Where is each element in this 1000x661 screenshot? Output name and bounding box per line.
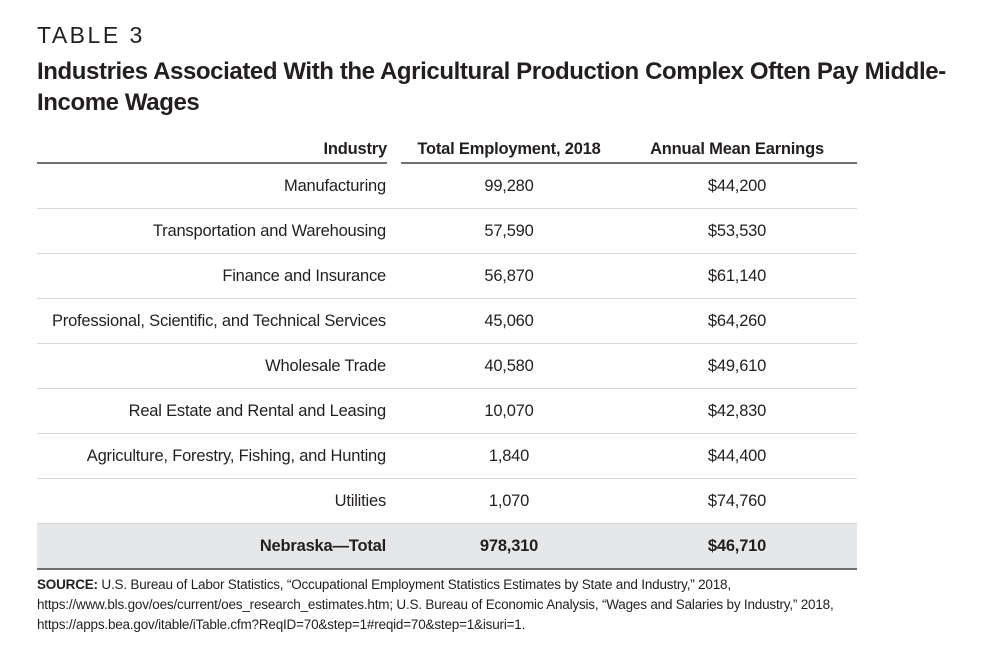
header-row: Industry Total Employment, 2018 Annual M… (37, 136, 857, 164)
header-industry: Industry (37, 136, 387, 164)
table-row: Professional, Scientific, and Technical … (37, 299, 857, 344)
employment-cell: 45,060 (401, 299, 617, 344)
employment-cell: 56,870 (401, 254, 617, 299)
industry-cell: Wholesale Trade (37, 344, 387, 389)
table-row: Finance and Insurance 56,870 $61,140 (37, 254, 857, 299)
earnings-cell: $46,710 (617, 524, 857, 570)
header-employment: Total Employment, 2018 (401, 136, 617, 164)
earnings-cell: $42,830 (617, 389, 857, 434)
table-row: Agriculture, Forestry, Fishing, and Hunt… (37, 434, 857, 479)
industry-cell: Manufacturing (37, 164, 387, 209)
industry-cell: Transportation and Warehousing (37, 209, 387, 254)
industry-table: Industry Total Employment, 2018 Annual M… (37, 136, 857, 570)
table-row: Real Estate and Rental and Leasing 10,070… (37, 389, 857, 434)
earnings-cell: $74,760 (617, 479, 857, 524)
source-note: SOURCE: U.S. Bureau of Labor Statistics,… (37, 575, 967, 635)
table-row: Manufacturing 99,280 $44,200 (37, 164, 857, 209)
industry-cell: Finance and Insurance (37, 254, 387, 299)
source-label: SOURCE: (37, 577, 98, 592)
table-row: Transportation and Warehousing 57,590 $53,… (37, 209, 857, 254)
table-row: Wholesale Trade 40,580 $49,610 (37, 344, 857, 389)
table-row: Utilities 1,070 $74,760 (37, 479, 857, 524)
header-earnings: Annual Mean Earnings (617, 136, 857, 164)
employment-cell: 99,280 (401, 164, 617, 209)
total-row: Nebraska—Total 978,310 $46,710 (37, 524, 857, 570)
employment-cell: 10,070 (401, 389, 617, 434)
table-label: TABLE 3 (37, 22, 145, 48)
industry-cell: Professional, Scientific, and Technical … (37, 299, 387, 344)
earnings-cell: $49,610 (617, 344, 857, 389)
industry-cell: Real Estate and Rental and Leasing (37, 389, 387, 434)
source-text: U.S. Bureau of Labor Statistics, “Occupa… (37, 577, 834, 632)
employment-cell: 40,580 (401, 344, 617, 389)
table-title: Industries Associated With the Agricultu… (37, 58, 946, 116)
earnings-cell: $53,530 (617, 209, 857, 254)
industry-cell: Utilities (37, 479, 387, 524)
earnings-cell: $44,200 (617, 164, 857, 209)
employment-cell: 57,590 (401, 209, 617, 254)
industry-cell: Nebraska—Total (37, 524, 387, 570)
employment-cell: 978,310 (401, 524, 617, 570)
employment-cell: 1,070 (401, 479, 617, 524)
earnings-cell: $61,140 (617, 254, 857, 299)
industry-cell: Agriculture, Forestry, Fishing, and Hunt… (37, 434, 387, 479)
earnings-cell: $64,260 (617, 299, 857, 344)
earnings-cell: $44,400 (617, 434, 857, 479)
employment-cell: 1,840 (401, 434, 617, 479)
